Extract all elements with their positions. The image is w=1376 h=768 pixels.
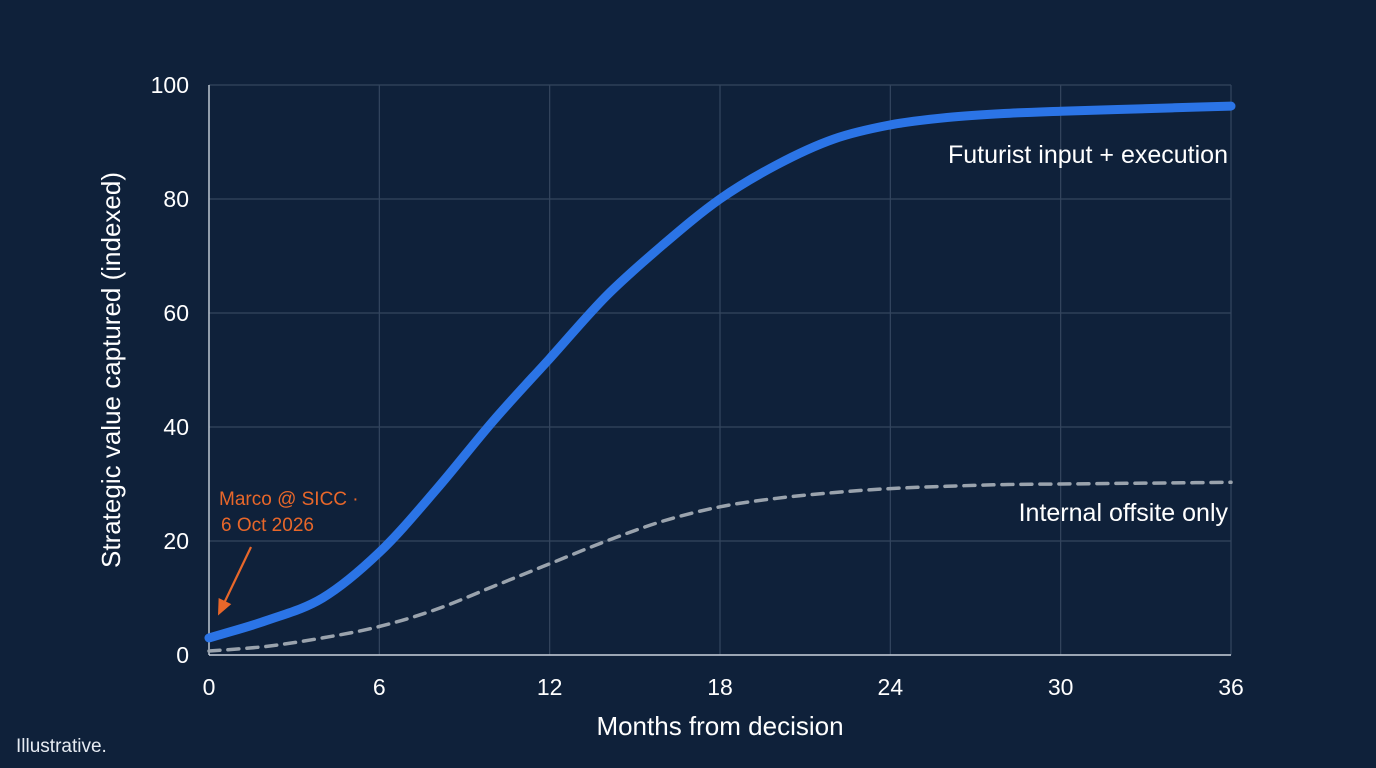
x-axis-label: Months from decision bbox=[596, 711, 843, 741]
x-tick-label-0: 0 bbox=[203, 674, 216, 700]
y-tick-label-100: 100 bbox=[151, 72, 189, 98]
x-tick-label-12: 12 bbox=[537, 674, 563, 700]
series-line-internal-offsite bbox=[207, 480, 1233, 653]
annotation-arrow-head bbox=[218, 598, 232, 616]
y-tick-label-40: 40 bbox=[163, 414, 189, 440]
y-tick-label-60: 60 bbox=[163, 300, 189, 326]
series-group bbox=[204, 101, 1236, 653]
y-axis-label: Strategic value captured (indexed) bbox=[96, 172, 126, 568]
x-tick-label-24: 24 bbox=[878, 674, 904, 700]
annotation-line-2: 6 Oct 2026 bbox=[221, 515, 314, 536]
axes: 0 20 40 60 80 100 0 6 12 18 24 30 36 Months from deci… bbox=[96, 72, 1244, 741]
y-tick-label-80: 80 bbox=[163, 186, 189, 212]
series-line-futurist bbox=[204, 101, 1236, 643]
annotation-group: Marco @ SICC · 6 Oct 2026 bbox=[218, 489, 359, 616]
annotation-arrow-shaft bbox=[221, 546, 252, 608]
x-tick-label-30: 30 bbox=[1048, 674, 1074, 700]
series-label-internal-offsite: Internal offsite only bbox=[1019, 499, 1229, 527]
footnote: Illustrative. bbox=[16, 736, 107, 757]
labels-group: Futurist input + execution Internal offsi… bbox=[948, 141, 1229, 527]
x-tick-label-6: 6 bbox=[373, 674, 386, 700]
y-tick-label-0: 0 bbox=[176, 642, 189, 668]
x-tick-label-36: 36 bbox=[1218, 674, 1244, 700]
series-label-futurist: Futurist input + execution bbox=[948, 141, 1228, 169]
y-tick-label-20: 20 bbox=[163, 528, 189, 554]
annotation-line-1: Marco @ SICC · bbox=[219, 489, 359, 510]
x-tick-label-18: 18 bbox=[707, 674, 733, 700]
